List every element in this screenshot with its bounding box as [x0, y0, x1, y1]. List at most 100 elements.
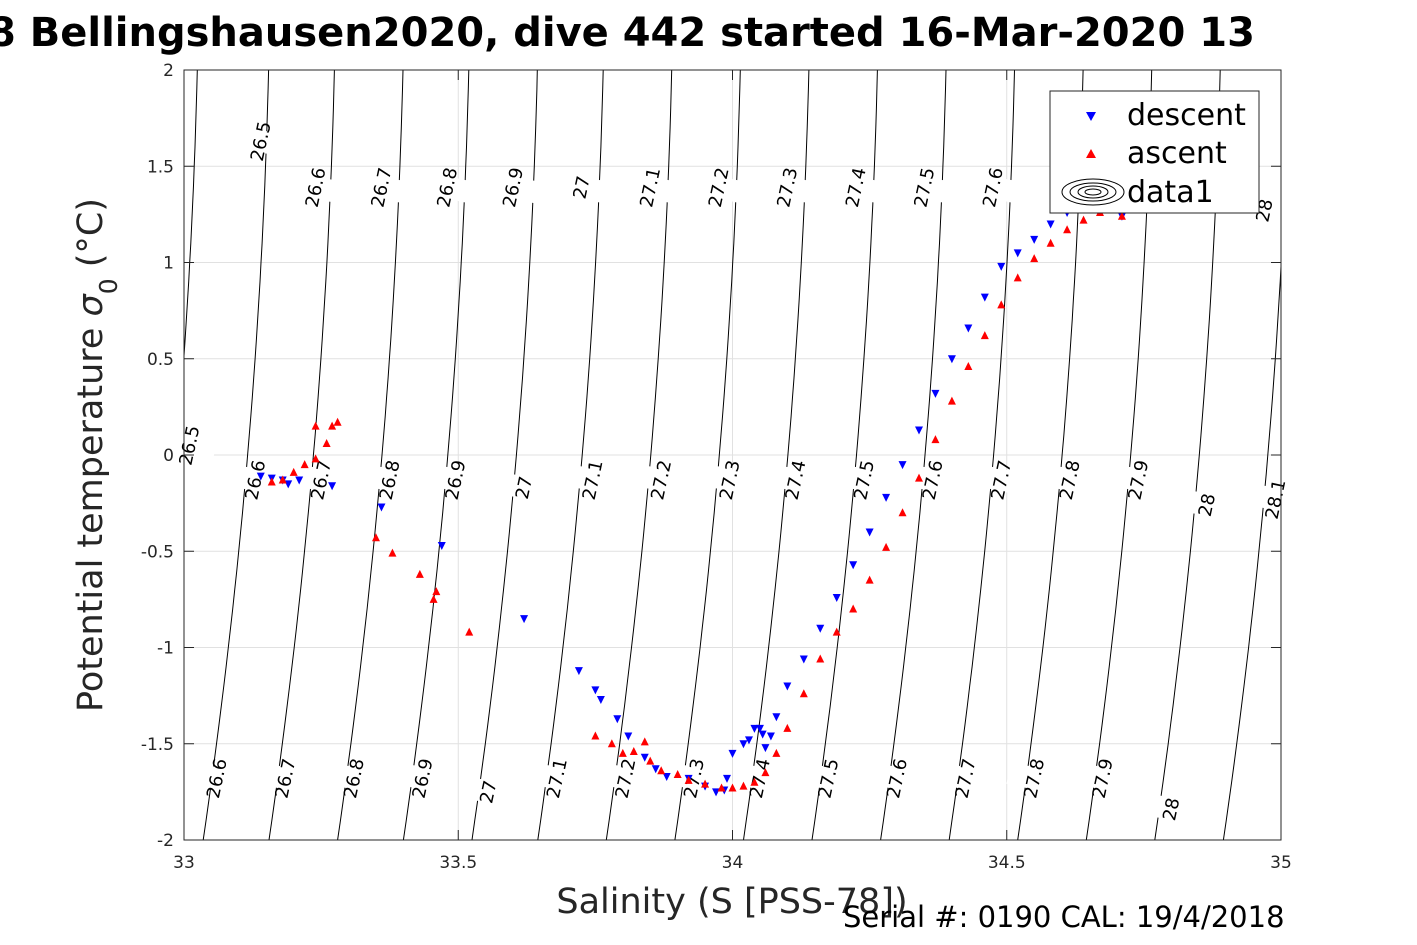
ascent-point — [415, 569, 424, 578]
isopycnal-label-bg — [702, 463, 758, 497]
isopycnal-label-bg — [496, 471, 552, 504]
descent-point — [1013, 249, 1022, 258]
ascent-point — [701, 779, 710, 788]
legend-data1-label: data1 — [1127, 175, 1214, 210]
isopycnal-label-bg — [1042, 463, 1098, 497]
series-ascent — [267, 207, 1126, 792]
descent-point — [799, 655, 808, 664]
ascent-point — [607, 739, 616, 748]
descent-point — [947, 355, 956, 364]
descent-point — [758, 730, 767, 739]
ascent-point — [429, 594, 438, 603]
isopycnal-label-bg — [767, 463, 824, 497]
ascent-point — [388, 548, 397, 557]
descent-point — [1046, 220, 1055, 229]
descent-point — [651, 765, 660, 774]
ascent-point — [728, 783, 737, 792]
ascent-point — [1013, 273, 1022, 282]
ascent-point — [739, 781, 748, 790]
ascent-point — [322, 438, 331, 447]
isopycnal-label-bg — [691, 171, 747, 204]
descent-point — [624, 732, 633, 741]
isopycnal-label-bg — [189, 762, 245, 795]
descent-point — [728, 749, 737, 758]
isopycnal-label-bg — [836, 463, 892, 497]
isopycnal-label-bg — [227, 463, 284, 497]
descent-point — [865, 528, 874, 537]
legend-item-descent: descent — [1086, 98, 1246, 133]
descent-point — [1030, 235, 1039, 244]
isopycnal-label-bg — [427, 463, 484, 497]
ascent-point — [300, 460, 309, 469]
y-tick-label: -1.5 — [141, 735, 174, 755]
isopycnal-line — [1222, 257, 1281, 840]
x-tick-label: 33.5 — [439, 853, 477, 873]
ascent-point — [898, 508, 907, 517]
descent-point — [591, 686, 600, 695]
ascent-point — [947, 396, 956, 405]
serial-cal-footer: Serial #: 0190 CAL: 19/4/2018 — [843, 900, 1285, 934]
descent-point — [980, 293, 989, 302]
x-tick-label: 35 — [1270, 853, 1292, 873]
ascent-point — [964, 361, 973, 370]
ascent-point — [618, 748, 627, 757]
y-tick-label: 1 — [163, 254, 174, 274]
y-tick-label: -2 — [157, 831, 174, 851]
isopycnal-label: 28 — [1195, 492, 1220, 519]
isopycnal-label-bg — [564, 463, 621, 497]
ascent-point — [849, 604, 858, 613]
y-tick-label: -0.5 — [141, 542, 174, 562]
ascent-point — [465, 627, 474, 636]
isopycnal-line — [202, 70, 270, 840]
descent-point — [295, 476, 304, 485]
ascent-point — [371, 533, 380, 542]
descent-point — [284, 480, 293, 489]
ascent-point — [1046, 238, 1055, 247]
x-tick-label: 34.5 — [988, 853, 1026, 873]
isopycnal-label-bg — [293, 463, 349, 497]
ascent-point — [673, 770, 682, 779]
chart-title: 8 Bellingshausen2020, dive 442 started 1… — [0, 10, 1255, 56]
ascent-point — [772, 748, 781, 757]
isopycnal-label-bg — [460, 775, 517, 809]
descent-point — [596, 695, 605, 704]
ascent-point — [629, 746, 638, 755]
ascent-point — [750, 777, 759, 786]
isopycnal-label-bg — [1075, 762, 1131, 795]
isopycnal-label-bg — [353, 171, 410, 204]
ascent-point — [799, 689, 808, 698]
isopycnal-label-bg — [759, 171, 816, 204]
ascent-point — [278, 475, 287, 484]
isopycnal-label-bg — [622, 171, 678, 204]
x-tick-label: 34 — [722, 853, 744, 873]
descent-point — [931, 389, 940, 398]
axis-ticks: 33 33.5 34 34.5 35 2 1.5 1 0.5 0 -0.5 -1 -1.5 -2 — [141, 61, 1292, 873]
x-tick-label: 33 — [173, 853, 195, 873]
isopycnal-label: 27 — [569, 174, 594, 201]
descent-point — [766, 732, 775, 741]
isopycnal-line — [184, 70, 198, 363]
ascent-point — [761, 768, 770, 777]
y-tick-label: 0.5 — [147, 350, 174, 370]
ascent-point — [591, 731, 600, 740]
ascent-point — [311, 421, 320, 430]
descent-point — [997, 262, 1006, 271]
descent-point — [437, 541, 446, 550]
ascent-point — [1117, 211, 1126, 220]
legend-item-ascent: ascent — [1086, 136, 1227, 171]
isopycnal-label-bg — [937, 762, 994, 795]
ascent-point — [657, 766, 666, 775]
isopycnal-label: 28 — [1159, 796, 1184, 823]
isopycnal-label-bg — [973, 463, 1029, 497]
isopycnal-label-bg — [257, 762, 314, 795]
isopycnal-label-bg — [800, 762, 857, 795]
isopycnal-label: 27 — [476, 779, 501, 806]
x-axis-label: Salinity (S [PSS-78]) — [556, 882, 907, 922]
legend-item-data1: data1 — [1061, 175, 1214, 210]
isopycnal-label-bg — [1247, 483, 1304, 516]
isopycnal-label-bg — [597, 762, 654, 795]
descent-point — [640, 753, 649, 762]
ascent-point — [289, 467, 298, 476]
isopycnal-label-bg — [633, 463, 689, 497]
isopycnal-label-bg — [233, 125, 289, 158]
